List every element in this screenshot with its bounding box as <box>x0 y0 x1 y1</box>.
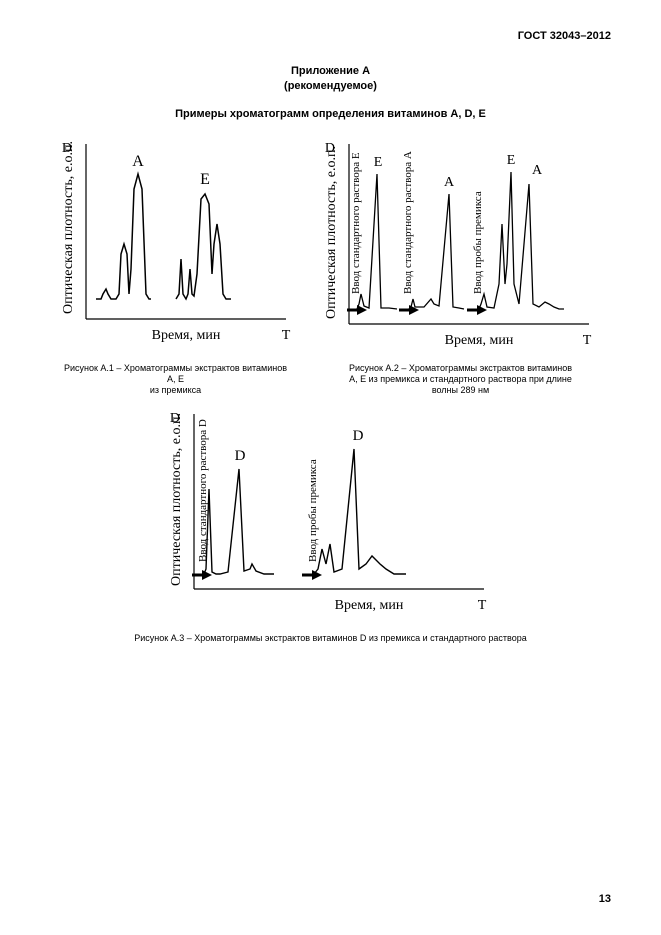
a1-peak-a: А <box>132 153 144 170</box>
figure-a2-svg: Оптическая плотность, е.о.п. D Время, ми… <box>311 134 611 359</box>
a2-peak-e1: Е <box>373 155 382 170</box>
a2-peak-a1: А <box>443 175 454 190</box>
page: ГОСТ 32043–2012 Приложение А (рекомендуе… <box>0 0 661 935</box>
a3-x-axis-label: Время, мин <box>334 598 403 613</box>
a3-arrow-2 <box>302 570 322 580</box>
a3-inj-1: Ввод стандартного раствора D <box>197 420 209 563</box>
a1-x-end: Т <box>281 328 290 343</box>
a2-x-end: Т <box>582 333 591 348</box>
figure-a3-caption: Рисунок А.3 – Хроматограммы экстрактов в… <box>134 633 526 644</box>
a3-series-1 <box>204 469 274 574</box>
a3-x-end: Т <box>477 598 486 613</box>
a2-inj-1: Ввод стандартного раствора Е <box>350 152 362 294</box>
a2-series-1 <box>357 174 397 309</box>
a3-y-end: D <box>169 411 179 426</box>
a3-peak-d1: D <box>234 448 245 464</box>
a2-y-axis-label: Оптическая плотность, е.о.п. <box>324 146 339 319</box>
figure-row-1: Оптическая плотность, е.о.п. D Время, ми… <box>40 134 621 405</box>
a1-y-end: D <box>61 141 71 156</box>
a2-peak-a2: А <box>531 163 542 178</box>
a2-inj-3: Ввод пробы премикса <box>472 191 484 294</box>
figure-a1-svg: Оптическая плотность, е.о.п. D Время, ми… <box>51 134 301 359</box>
figure-a3-svg: Оптическая плотность, е.о.п. D Время, ми… <box>146 404 516 629</box>
a1-peak-e: Е <box>200 171 210 188</box>
figure-a1-caption: Рисунок А.1 – Хроматограммы экстрактов в… <box>64 363 287 397</box>
appendix-title: Приложение А (рекомендуемое) <box>40 64 621 94</box>
figure-a1: Оптическая плотность, е.о.п. D Время, ми… <box>51 134 301 405</box>
a3-arrow-1 <box>192 570 212 580</box>
figure-a2-caption: Рисунок А.2 – Хроматограммы экстрактов в… <box>349 363 572 397</box>
a3-y-axis-label: Оптическая плотность, е.о.п. <box>169 413 184 586</box>
figure-a2: Оптическая плотность, е.о.п. D Время, ми… <box>311 134 611 405</box>
figure-row-2: Оптическая плотность, е.о.п. D Время, ми… <box>40 404 621 652</box>
appendix-line1: Приложение А <box>291 65 370 77</box>
a2-arrow-3 <box>467 305 487 315</box>
figure-a3: Оптическая плотность, е.о.п. D Время, ми… <box>134 404 526 652</box>
a3-series-2 <box>314 449 406 574</box>
a1-series-2 <box>176 194 231 299</box>
a2-series-3 <box>479 172 564 309</box>
a1-x-axis-label: Время, мин <box>151 328 220 343</box>
a2-x-axis-label: Время, мин <box>444 333 513 348</box>
a2-peak-e2: Е <box>506 153 515 168</box>
a2-y-end: D <box>324 141 334 156</box>
a3-inj-2: Ввод пробы премикса <box>307 460 319 563</box>
doc-id: ГОСТ 32043–2012 <box>40 30 611 42</box>
a2-series-2 <box>409 194 464 309</box>
appendix-subtitle: Примеры хроматограмм определения витамин… <box>40 108 621 120</box>
appendix-line2: (рекомендуемое) <box>284 80 377 92</box>
a1-y-axis-label: Оптическая плотность, е.о.п. <box>61 141 76 314</box>
a2-inj-2: Ввод стандартного раствора А <box>402 151 414 294</box>
a1-series-1 <box>96 174 151 299</box>
a3-peak-d2: D <box>352 428 363 444</box>
page-number: 13 <box>599 893 611 905</box>
